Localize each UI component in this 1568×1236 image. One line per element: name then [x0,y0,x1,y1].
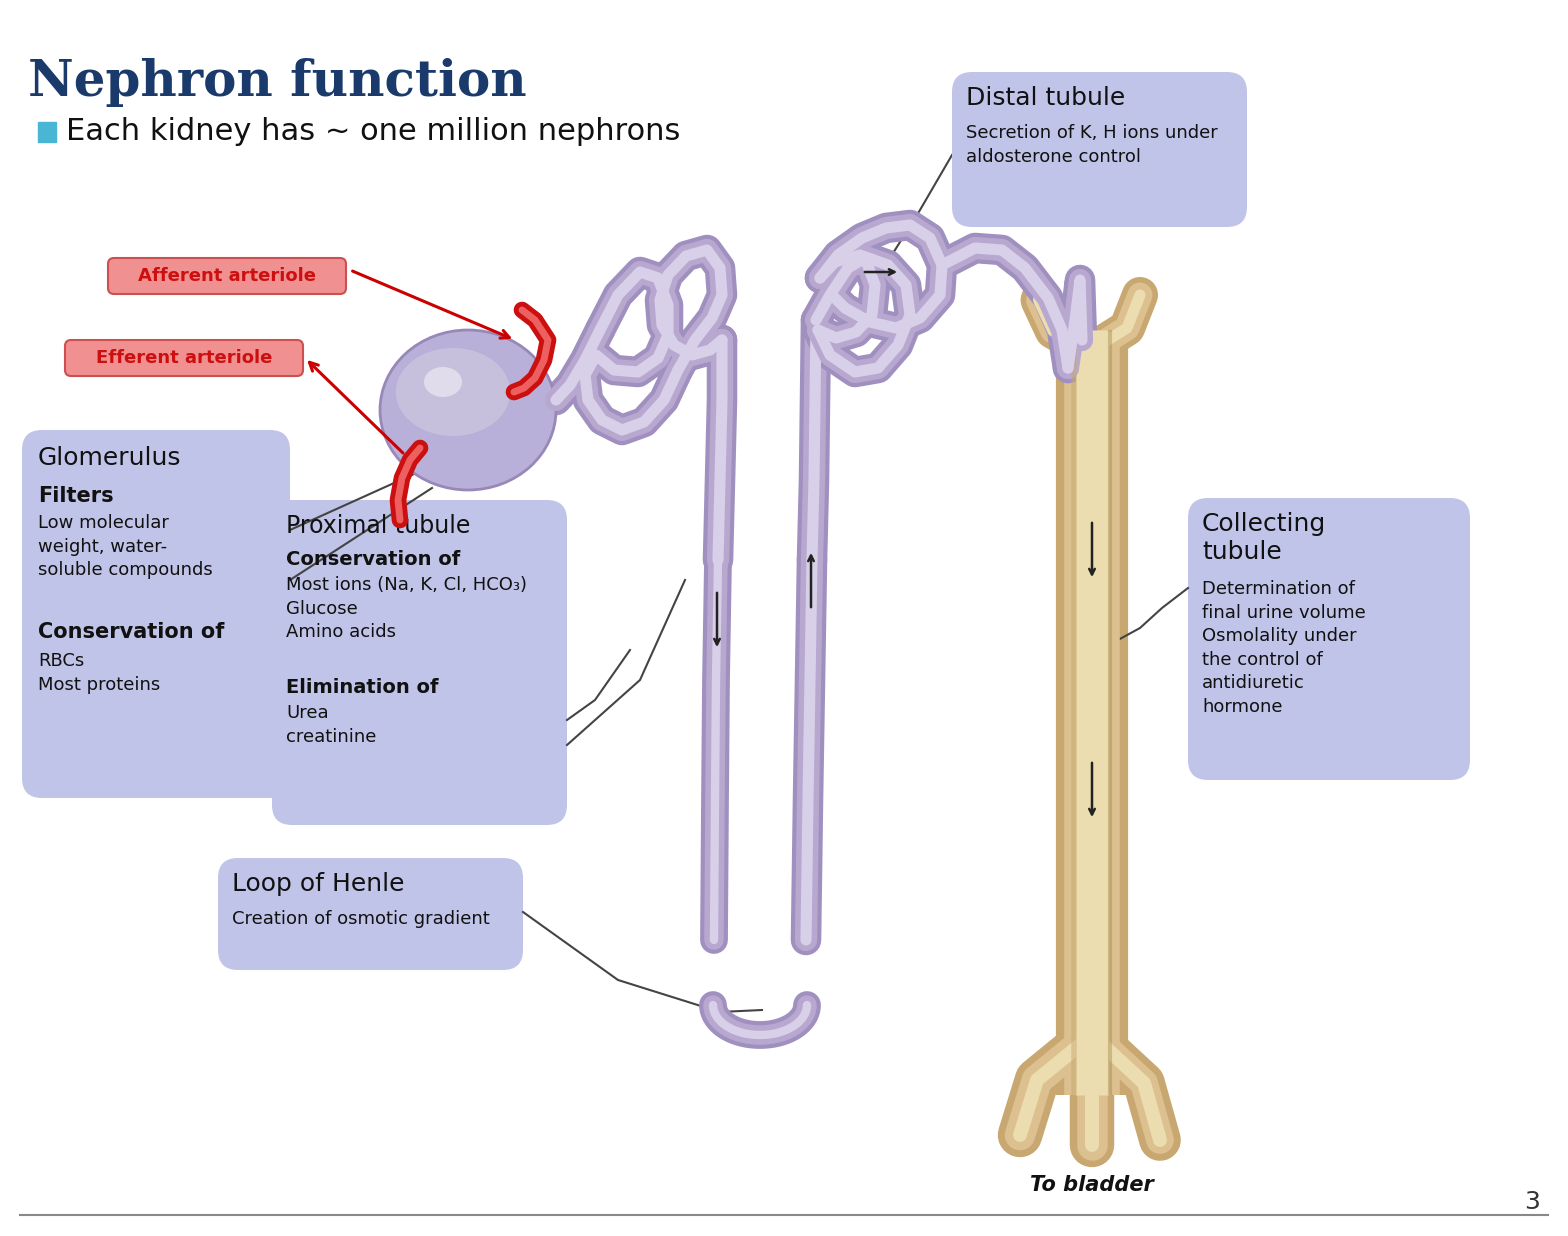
Text: Afferent arteriole: Afferent arteriole [138,267,317,286]
FancyBboxPatch shape [22,430,290,798]
Text: 3: 3 [1524,1190,1540,1214]
Text: Loop of Henle: Loop of Henle [232,873,405,896]
FancyBboxPatch shape [952,72,1247,227]
Text: RBCs
Most proteins: RBCs Most proteins [38,653,160,693]
FancyBboxPatch shape [108,258,347,294]
Text: Low molecular
weight, water-
soluble compounds: Low molecular weight, water- soluble com… [38,514,213,580]
Text: Most ions (Na, K, Cl, HCO₃)
Glucose
Amino acids: Most ions (Na, K, Cl, HCO₃) Glucose Amin… [285,576,527,641]
Text: Conservation of: Conservation of [285,550,461,569]
Ellipse shape [395,349,510,436]
Text: Distal tubule: Distal tubule [966,87,1126,110]
Text: Determination of
final urine volume
Osmolality under
the control of
antidiuretic: Determination of final urine volume Osmo… [1203,580,1366,716]
FancyBboxPatch shape [64,340,303,376]
Bar [38,122,56,142]
Text: Conservation of: Conservation of [38,622,224,641]
Ellipse shape [379,330,557,489]
Text: Urea
creatinine: Urea creatinine [285,705,376,745]
Text: Collecting
tubule: Collecting tubule [1203,512,1327,564]
Text: Filters: Filters [38,486,113,506]
Text: Efferent arteriole: Efferent arteriole [96,349,273,367]
FancyBboxPatch shape [218,858,524,970]
Text: Creation of osmotic gradient: Creation of osmotic gradient [232,910,489,928]
Text: To bladder: To bladder [1030,1175,1154,1195]
Text: Elimination of: Elimination of [285,679,439,697]
Text: Secretion of K, H ions under
aldosterone control: Secretion of K, H ions under aldosterone… [966,124,1218,166]
FancyBboxPatch shape [1189,498,1469,780]
Text: Nephron function: Nephron function [28,58,527,108]
Text: Glomerulus: Glomerulus [38,446,182,470]
FancyBboxPatch shape [271,501,568,824]
Text: Each kidney has ~ one million nephrons: Each kidney has ~ one million nephrons [66,117,681,147]
Text: Proximal tubule: Proximal tubule [285,514,470,538]
Ellipse shape [423,367,463,397]
